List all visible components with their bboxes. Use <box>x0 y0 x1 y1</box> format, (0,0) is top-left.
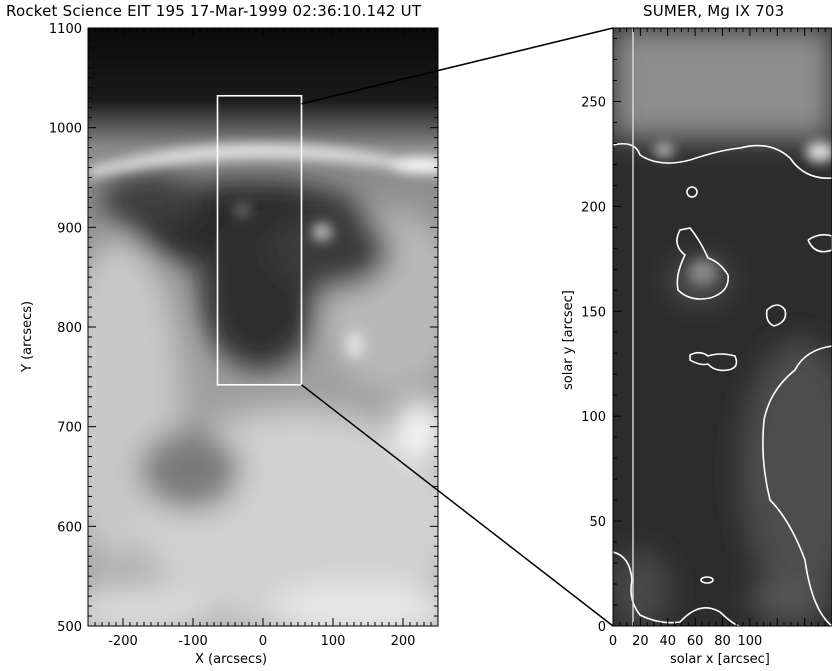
left-x-tick-label: -100 <box>178 634 208 649</box>
left-y-tick-label: 500 <box>57 620 82 635</box>
right-x-tick-label: 20 <box>632 634 649 649</box>
eit-image <box>88 28 438 626</box>
left-x-tick-label: -200 <box>108 634 138 649</box>
right-axis-tick-labels: 0 20 40 60 80 100 0 50 100 150 200 250 <box>581 95 762 649</box>
zoom-connector-top <box>301 27 614 105</box>
left-x-tick-label: 0 <box>259 634 267 649</box>
left-axis-tick-labels: -200 -100 0 100 200 500 600 700 800 900 1000 1100 <box>49 22 416 649</box>
right-y-tick-label: 100 <box>581 410 606 425</box>
left-axis-ticks <box>87 27 439 627</box>
left-y-tick-label: 600 <box>57 520 82 535</box>
left-x-tick-label: 100 <box>321 634 346 649</box>
right-x-tick-label: 80 <box>714 634 731 649</box>
intensity-contours <box>613 142 832 626</box>
right-y-tick-label: 50 <box>589 515 606 530</box>
left-y-tick-label: 800 <box>57 321 82 336</box>
right-x-tick-label: 100 <box>737 634 762 649</box>
left-y-tick-label: 1100 <box>49 22 82 37</box>
right-y-tick-label: 0 <box>598 620 606 635</box>
sumer-image <box>613 28 832 626</box>
right-x-tick-label: 40 <box>659 634 676 649</box>
left-x-tick-label: 200 <box>391 634 416 649</box>
zoom-region-box <box>216 94 303 386</box>
left-y-tick-label: 1000 <box>49 122 82 137</box>
right-y-tick-label: 200 <box>581 200 606 215</box>
right-y-tick-label: 250 <box>581 95 606 110</box>
right-x-tick-label: 60 <box>687 634 704 649</box>
right-y-tick-label: 150 <box>581 305 606 320</box>
right-axis-ticks <box>612 28 832 627</box>
left-y-axis-title: Y (arcsecs) <box>20 300 35 372</box>
left-y-tick-label: 700 <box>57 421 82 436</box>
left-x-axis-title: X (arcsecs) <box>195 652 268 667</box>
right-panel-title: SUMER, Mg IX 703 <box>643 2 785 20</box>
left-panel-title: Rocket Science EIT 195 17-Mar-1999 02:36… <box>6 2 422 20</box>
right-x-tick-label: 0 <box>609 634 617 649</box>
right-y-axis-title: solar y [arcsec] <box>561 290 576 390</box>
zoom-connector-bottom <box>301 384 614 627</box>
right-x-axis-title: solar x [arcsec] <box>670 652 770 667</box>
left-y-tick-label: 900 <box>57 221 82 236</box>
